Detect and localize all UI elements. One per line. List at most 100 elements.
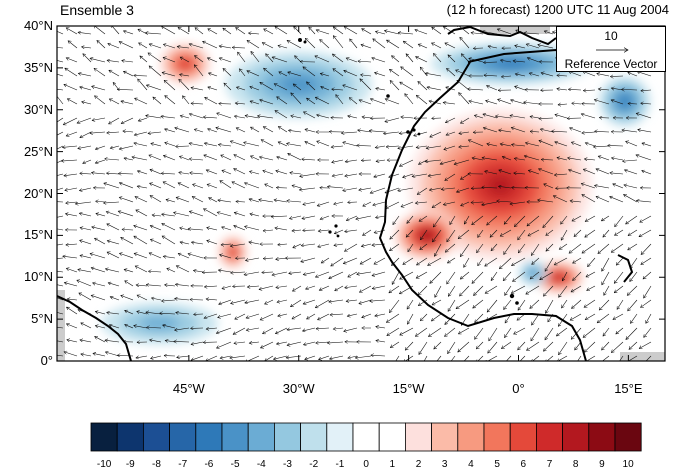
wind-vector bbox=[584, 341, 596, 352]
wind-vector bbox=[362, 313, 372, 318]
wind-vector bbox=[363, 201, 372, 206]
wind-vector bbox=[95, 145, 106, 149]
wind-vector bbox=[524, 156, 540, 161]
wind-vector bbox=[541, 159, 554, 160]
wind-vector bbox=[175, 299, 190, 300]
wind-vector bbox=[469, 101, 484, 105]
colorbar-cell bbox=[431, 422, 459, 452]
wind-vector bbox=[57, 201, 64, 203]
wind-vector bbox=[57, 284, 64, 287]
wind-vector bbox=[415, 327, 428, 336]
wind-vector bbox=[588, 257, 596, 267]
wind-vector bbox=[91, 268, 106, 273]
wind-vector bbox=[290, 173, 302, 174]
lat-tick-label: 10°N bbox=[23, 269, 53, 285]
wind-vector bbox=[574, 229, 582, 237]
wind-vector bbox=[57, 187, 64, 191]
wind-vector bbox=[246, 313, 260, 318]
wind-vector bbox=[275, 26, 288, 35]
wind-vector bbox=[179, 172, 190, 174]
wind-vector bbox=[244, 142, 260, 147]
wind-vector bbox=[636, 201, 652, 202]
wind-vector bbox=[376, 327, 386, 328]
wind-vector bbox=[646, 313, 652, 323]
wind-vector bbox=[175, 327, 190, 330]
wind-vector bbox=[90, 132, 106, 133]
wind-vector bbox=[288, 130, 302, 132]
wind-vector bbox=[218, 200, 232, 203]
wind-vector bbox=[558, 104, 568, 105]
colorbar-label: 10 bbox=[622, 459, 634, 470]
wind-vector bbox=[629, 341, 638, 349]
wind-vector bbox=[602, 341, 610, 350]
wind-vector bbox=[628, 72, 638, 77]
wind-vector bbox=[292, 313, 302, 319]
wind-vector bbox=[165, 96, 176, 105]
lon-tick-label: 45°W bbox=[172, 381, 205, 396]
wind-vector bbox=[488, 341, 498, 353]
colorbar-label: -10 bbox=[96, 459, 112, 470]
wind-vector bbox=[149, 155, 162, 161]
wind-vector bbox=[179, 79, 190, 91]
wind-vector bbox=[286, 143, 302, 147]
wind-vector bbox=[292, 185, 302, 189]
wind-vector bbox=[245, 116, 260, 119]
wind-vector bbox=[249, 171, 260, 175]
wind-vector bbox=[288, 153, 302, 161]
wind-vector bbox=[92, 117, 106, 120]
wind-vector bbox=[407, 215, 414, 223]
wind-vector bbox=[446, 131, 456, 135]
wind-vector bbox=[572, 103, 582, 104]
wind-vector bbox=[119, 253, 134, 259]
wind-vector bbox=[460, 243, 470, 257]
forecast-time-title: (12 h forecast) 1200 UTC 11 Aug 2004 bbox=[446, 2, 669, 17]
wind-vector bbox=[419, 341, 428, 354]
wind-vector bbox=[628, 229, 638, 236]
anomaly-positive-2 bbox=[555, 274, 563, 281]
wind-vector bbox=[395, 355, 400, 361]
wind-vector bbox=[332, 159, 344, 162]
wind-vector bbox=[150, 196, 162, 203]
wind-vector bbox=[568, 89, 582, 90]
wind-vector bbox=[511, 145, 526, 146]
wind-vector bbox=[603, 229, 610, 237]
wind-vector bbox=[204, 143, 218, 147]
wind-vector bbox=[468, 89, 484, 90]
wind-vector bbox=[66, 131, 78, 136]
wind-vector bbox=[417, 187, 428, 195]
wind-vector bbox=[207, 58, 218, 63]
wind-vector bbox=[189, 114, 204, 119]
wind-vector bbox=[57, 47, 64, 49]
wind-vector bbox=[615, 215, 624, 227]
wind-vector bbox=[230, 355, 246, 358]
wind-vector bbox=[568, 170, 582, 175]
wind-vector bbox=[570, 313, 582, 320]
wind-vector bbox=[107, 60, 120, 62]
wind-vector bbox=[527, 58, 540, 63]
wind-vector bbox=[178, 253, 190, 259]
wind-vector bbox=[90, 254, 106, 259]
wind-vector bbox=[468, 140, 484, 147]
wind-vector bbox=[335, 285, 344, 291]
wind-vector bbox=[569, 243, 582, 253]
wind-vector bbox=[263, 127, 274, 133]
wind-vector bbox=[321, 257, 330, 264]
wind-vector bbox=[515, 74, 526, 77]
wind-vector bbox=[500, 144, 512, 147]
wind-vector bbox=[180, 57, 190, 63]
wind-vector bbox=[206, 328, 218, 329]
wind-vector bbox=[502, 157, 512, 161]
wind-vector bbox=[483, 114, 498, 119]
wind-vector bbox=[372, 271, 386, 276]
wind-vector bbox=[234, 169, 246, 175]
wind-vector bbox=[166, 199, 176, 203]
wind-vector bbox=[247, 286, 260, 287]
wind-vector bbox=[121, 295, 134, 301]
wind-vector bbox=[305, 142, 316, 147]
wind-vector bbox=[233, 327, 246, 334]
wind-vector bbox=[309, 27, 316, 35]
wind-vector bbox=[109, 325, 120, 329]
wind-vector bbox=[401, 67, 414, 77]
wind-vector bbox=[576, 355, 582, 361]
wind-vector bbox=[287, 328, 302, 330]
